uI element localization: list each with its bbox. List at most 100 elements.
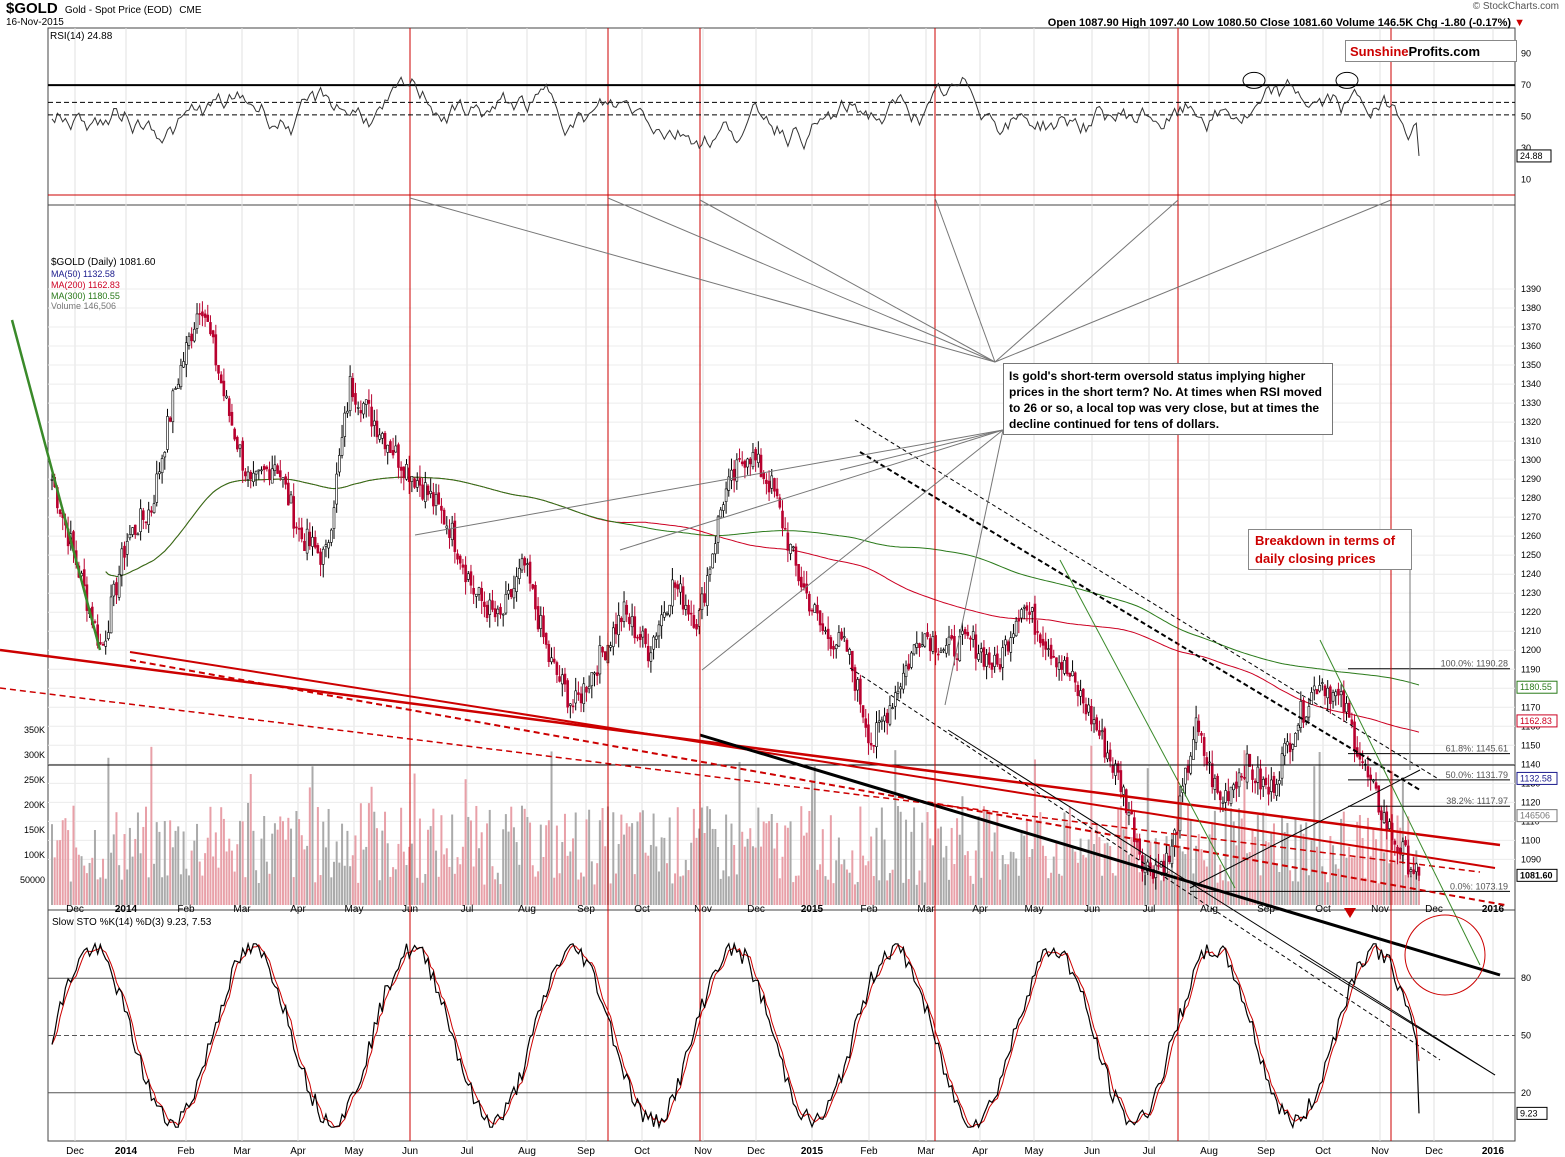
volume-bar [85,873,88,905]
volume-bar [316,807,319,905]
candle-body [1210,763,1214,788]
volume-bar [1262,812,1265,905]
volume-bar [400,807,403,905]
candle-body [998,664,1002,670]
volume-bar [83,865,86,905]
volume-bar [854,884,857,905]
candle-body [1025,605,1029,611]
x-tick-label-sto: Aug [1200,1146,1218,1157]
volume-bar [625,823,628,905]
volume-bar [241,821,244,905]
volume-bar [929,838,932,905]
volume-bar [851,850,854,905]
candle-body [641,630,645,638]
symbol: $GOLD [6,0,58,17]
candle-body [636,636,639,639]
candle-body [128,534,132,539]
candle-body [692,615,696,628]
candle-body [203,313,207,318]
candle-body [82,569,86,587]
candle-body [1396,846,1399,853]
candle-body [1294,733,1297,747]
candle-body [859,678,862,705]
candle-body [491,600,494,610]
volume-bar [797,875,800,905]
x-tick-label-price: 2016 [1482,904,1505,915]
candle-body [370,406,373,427]
volume-bar [585,819,588,905]
volume-bar [845,869,848,905]
candle-body [276,465,279,474]
candle-body [327,542,330,549]
volume-tick-label: 250K [24,775,45,785]
volume-bar [472,866,475,905]
volume-bar [265,861,268,905]
candle-body [1388,821,1391,829]
volume-bar [1337,868,1340,905]
volume-bar [1383,852,1386,905]
volume-bar [663,837,666,905]
volume-bar [1111,873,1114,905]
price-tick-label: 1310 [1521,436,1541,446]
volume-bar [1170,833,1173,905]
candle-body [974,634,978,659]
candle-body [163,452,167,458]
ohlc-text: Open 1087.90 High 1097.40 Low 1080.50 Cl… [1047,17,1512,29]
candle-body [832,645,835,650]
candle-body [595,672,599,676]
volume-bar [1007,864,1010,905]
volume-bar [437,876,440,905]
volume-bar [888,873,891,905]
candle-body [1296,724,1300,732]
red-trendline-upper [0,648,1501,847]
candle-body [1269,779,1273,792]
volume-bar [612,812,615,905]
volume-bar [905,819,908,905]
candle-body [289,494,293,504]
x-tick-label-price: Feb [860,904,878,915]
candle-body [1186,765,1190,773]
volume-bar [711,828,714,905]
candle-body [1055,657,1058,668]
candle-body [332,507,336,529]
candle-body [1076,684,1080,697]
price-tick-label: 1370 [1521,322,1541,332]
volume-bar [1366,817,1369,905]
candle-body [1202,737,1206,756]
candle-body [201,311,204,317]
volume-bar [792,882,795,905]
volume-bar [601,808,604,905]
candle-body [1310,692,1313,705]
volume-bar [1329,836,1332,905]
volume-bar [134,838,137,905]
volume-bar [426,829,429,905]
volume-bar [915,884,918,905]
volume-bar [1087,839,1090,905]
volume-bar [811,780,814,905]
candle-body [617,615,620,636]
sto-panel-frame [47,909,1516,1142]
candle-body [1103,728,1107,758]
candle-body [225,395,228,399]
candle-body [1406,845,1410,875]
volume-bar [1004,864,1007,905]
volume-bar [1015,858,1018,905]
volume-bar [1216,882,1219,905]
volume-bar [1315,846,1318,905]
x-tick-label-sto: 2014 [115,1146,138,1157]
candle-body [1079,690,1082,697]
sto-value-tag-label: 9.23 [1520,1108,1538,1118]
volume-bar [555,825,558,905]
candle-body [799,576,803,588]
volume-bar [1281,815,1284,905]
candle-body [292,496,296,529]
note-pointer-line-price [839,429,1004,471]
candle-body [424,482,427,502]
volume-bar [1028,856,1031,905]
fib-level-label: 0.0%: 1073.19 [1450,881,1508,891]
volume-bar [990,851,993,905]
volume-bar [494,879,497,905]
volume-bar [1133,841,1136,905]
volume-bar [185,868,188,905]
